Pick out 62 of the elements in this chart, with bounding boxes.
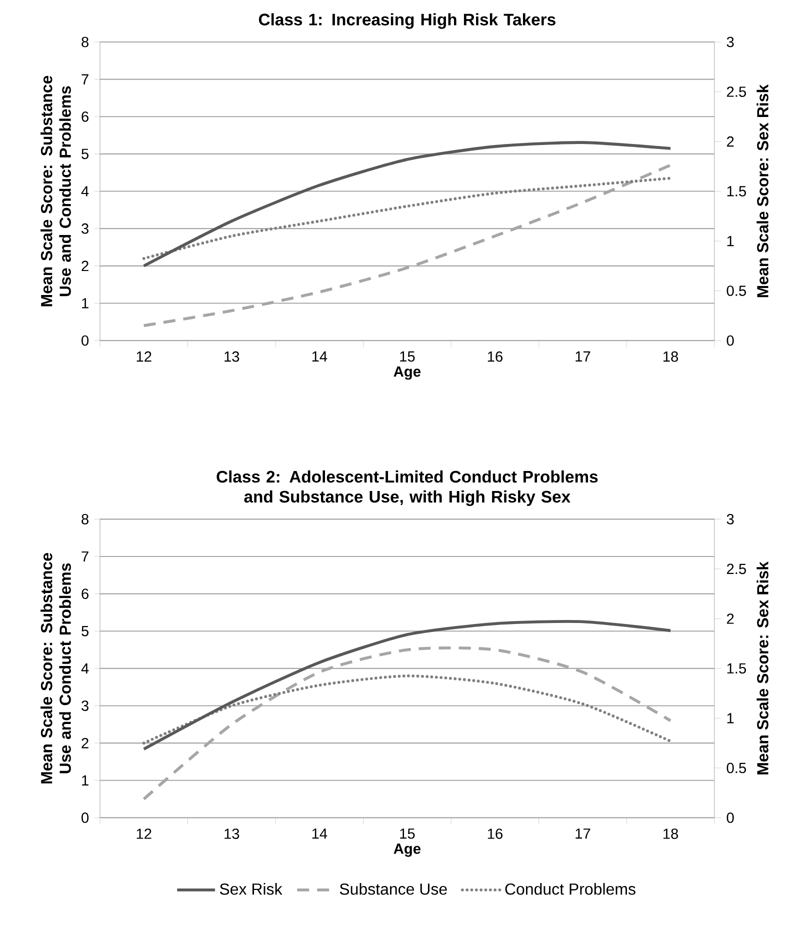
y2-tick-label: 1 (727, 713, 734, 724)
chart-title: Class 2: Adolescent-Limited Conduct Problems and Substance Use, with High Risky Sex (216, 470, 598, 506)
x-tick-label: 15 (400, 828, 415, 839)
y2-tick-label: 1.5 (727, 663, 746, 674)
y2-tick-label: 2 (726, 614, 734, 624)
y-tick-label: 4 (81, 186, 89, 196)
y2-tick-label: 1 (727, 236, 734, 246)
y-tick-label: 6 (82, 111, 88, 122)
y-tick-label: 0 (82, 335, 89, 346)
y-tick-label: 7 (82, 551, 88, 562)
x-tick-label: 14 (312, 828, 328, 839)
y2-tick-label: 0 (726, 812, 734, 823)
y2-tick-label: 3 (726, 36, 734, 48)
y-tick-label: 3 (82, 223, 88, 234)
x-tick-label: 18 (663, 828, 678, 839)
line-series (142, 674, 672, 745)
y2-tick-label: 0.5 (726, 286, 746, 296)
y2-tick-label: 2.5 (726, 564, 746, 574)
y2-tick-label: 0.5 (726, 762, 746, 774)
x-axis-title: Age (394, 844, 421, 857)
line-series (142, 176, 672, 260)
y2-axis-title: Mean Scale Score: Sex Risk (756, 561, 768, 774)
y2-tick-label: 0 (726, 335, 734, 346)
x-tick-label: 18 (663, 351, 678, 362)
x-tick-label: 13 (224, 351, 240, 362)
x-tick-label: 17 (576, 828, 590, 839)
legend-label: Conduct Problems (505, 883, 636, 895)
y-axis-title: Mean Scale Score: Substance Use and Conduct Problems (40, 76, 71, 306)
y2-tick-label: 1.5 (727, 186, 746, 196)
x-tick-label: 13 (224, 828, 240, 839)
x-tick-label: 12 (136, 828, 152, 839)
y-tick-label: 8 (82, 514, 88, 524)
x-tick-label: 16 (488, 351, 502, 362)
y-tick-label: 7 (82, 74, 88, 84)
legend-label: Substance Use (340, 883, 447, 895)
y-tick-label: 5 (82, 626, 88, 636)
y-tick-label: 2 (82, 260, 88, 272)
y2-tick-label: 2.5 (726, 86, 746, 97)
line-series (142, 164, 672, 328)
y-tick-label: 6 (82, 588, 88, 599)
y-tick-label: 1 (82, 298, 88, 308)
chart-title: Class 1: Increasing High Risk Takers (258, 13, 556, 29)
x-tick-label: 14 (312, 351, 328, 362)
y-axis-title: Mean Scale Score: Substance Use and Conduct Problems (40, 553, 71, 784)
x-tick-label: 12 (136, 351, 152, 362)
x-tick-label: 17 (576, 351, 590, 362)
y2-axis-title: Mean Scale Score: Sex Risk (756, 84, 768, 298)
y-tick-label: 2 (82, 738, 88, 748)
line-series (142, 620, 672, 751)
x-axis-title: Age (394, 366, 421, 380)
y-tick-label: 0 (82, 812, 89, 823)
y-tick-label: 1 (82, 775, 88, 786)
x-tick-label: 16 (488, 828, 502, 839)
x-tick-label: 15 (400, 351, 415, 362)
line-series (142, 141, 672, 268)
y-tick-label: 4 (81, 663, 89, 674)
y-tick-label: 8 (82, 36, 88, 48)
legend-label: Sex Risk (220, 883, 282, 895)
y-tick-label: 5 (82, 148, 88, 160)
y2-tick-label: 3 (726, 514, 734, 524)
y-tick-label: 3 (82, 700, 88, 711)
y2-tick-label: 2 (726, 136, 734, 147)
